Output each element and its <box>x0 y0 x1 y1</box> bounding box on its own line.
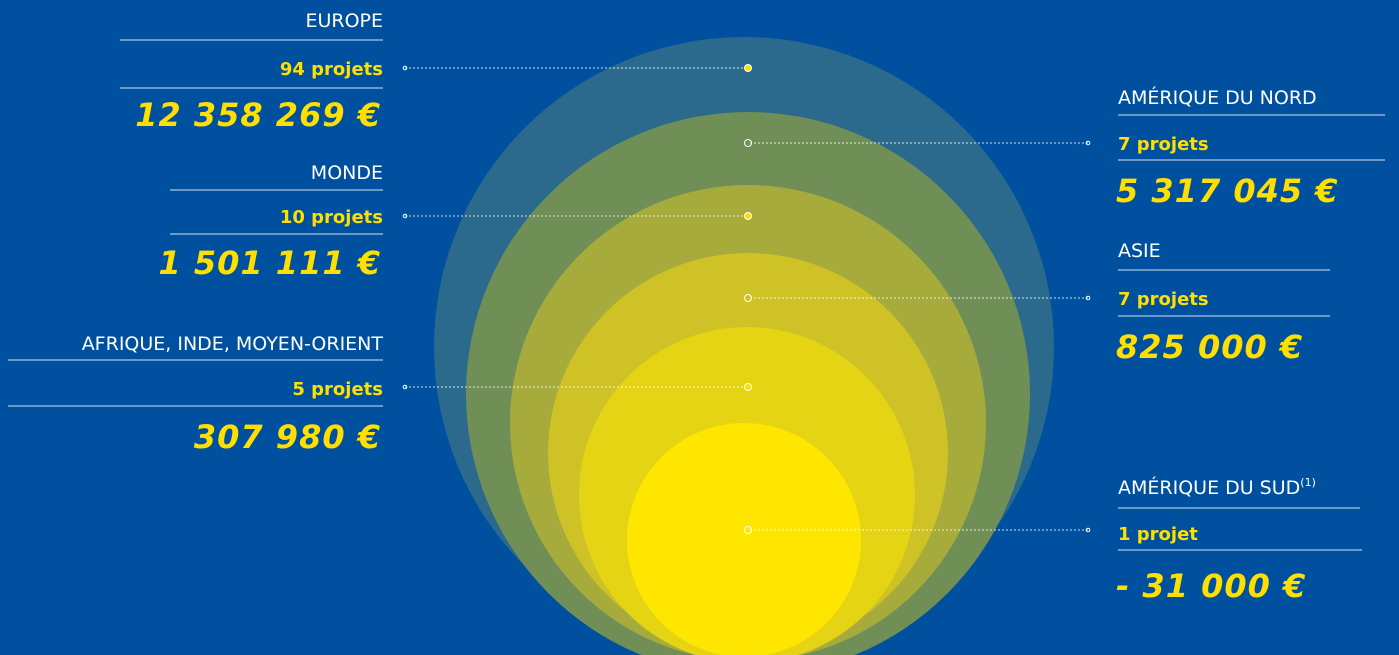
leader-end <box>402 65 408 71</box>
project-count: 7 projets <box>1118 134 1209 155</box>
region-name: EUROPE <box>305 10 383 32</box>
region-name: AMÉRIQUE DU NORD <box>1118 86 1317 109</box>
leader-dot <box>744 526 752 534</box>
amount: - 31 000 € <box>1116 567 1306 605</box>
leader-end <box>1085 527 1091 533</box>
nested-circles <box>434 37 1054 655</box>
leader-dot <box>744 383 752 391</box>
region-name-text: MONDE <box>311 162 383 184</box>
region-name-text: EUROPE <box>305 10 383 32</box>
region-name-text: AMÉRIQUE DU NORD <box>1118 86 1317 109</box>
leader-end <box>402 384 408 390</box>
project-count: 5 projets <box>292 379 383 400</box>
amount: 307 980 € <box>194 418 381 456</box>
region-name: AMÉRIQUE DU SUD(1) <box>1118 476 1316 499</box>
region-name: AFRIQUE, INDE, MOYEN-ORIENT <box>82 333 384 355</box>
leader-end <box>402 213 408 219</box>
amount: 5 317 045 € <box>1116 172 1339 210</box>
leader-dot <box>744 294 752 302</box>
project-count: 7 projets <box>1118 289 1209 310</box>
leader-dot <box>744 64 752 72</box>
amount: 825 000 € <box>1116 328 1303 366</box>
leader-end <box>1085 295 1091 301</box>
project-count: 94 projets <box>280 59 383 80</box>
region-name-text: AFRIQUE, INDE, MOYEN-ORIENT <box>82 333 384 355</box>
circle <box>627 423 861 655</box>
region-name-text: ASIE <box>1118 240 1161 262</box>
region-name: MONDE <box>311 162 383 184</box>
project-count: 1 projet <box>1118 524 1198 545</box>
project-count: 10 projets <box>280 207 383 228</box>
footnote-marker: (1) <box>1300 476 1316 489</box>
leader-end <box>1085 140 1091 146</box>
region-name-text: AMÉRIQUE DU SUD <box>1118 476 1300 499</box>
leader-dot <box>744 139 752 147</box>
amount: 1 501 111 € <box>158 244 381 282</box>
amount: 12 358 269 € <box>135 96 381 134</box>
leader-dot <box>744 212 752 220</box>
region-name: ASIE <box>1118 240 1161 262</box>
